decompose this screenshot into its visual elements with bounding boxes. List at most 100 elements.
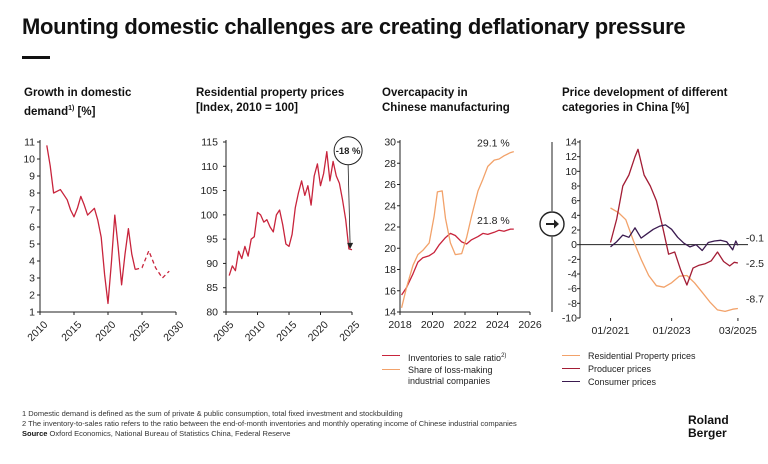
- panel4-x-tick-label: 01/2023: [653, 325, 691, 337]
- panel2-y-tick-label: 110: [201, 161, 218, 173]
- panel2-y-tick-label: 85: [206, 282, 218, 294]
- panel2-y-tick-label: 115: [201, 137, 218, 149]
- panel1-title-line1: Growth in domestic: [24, 87, 132, 99]
- legend-item-consumer: Consumer prices: [562, 377, 656, 388]
- panel3-y-tick-label: 22: [384, 222, 396, 234]
- panel4-x-tick-label: 03/2025: [719, 325, 757, 337]
- panel3-x-tick-label: 2026: [518, 319, 542, 331]
- legend-swatch-residential: [562, 355, 580, 357]
- right-arrow-head: [554, 219, 559, 229]
- panel1-y-tick-label: 3: [29, 273, 35, 285]
- panel1-y-tick-label: 11: [24, 137, 35, 149]
- legend-label-residential: Residential Property prices: [588, 351, 696, 361]
- panel4-series-1-end-label: -8.7: [746, 293, 764, 305]
- panel2-x-tick-label: 2010: [243, 319, 268, 344]
- panel3-x-tick-label: 2018: [388, 319, 412, 331]
- panel2-x-tick-label: 2025: [337, 319, 362, 344]
- source-text: Oxford Economics, National Bureau of Sta…: [47, 429, 291, 438]
- footnotes: 1 Domestic demand is defined as the sum …: [22, 409, 517, 439]
- panel3-title: Overcapacity in Chinese manufacturing: [382, 86, 510, 116]
- logo-line2: Berger: [688, 426, 727, 440]
- panel2-x-tick-label: 2015: [274, 319, 299, 344]
- panel1-title-unit: [%]: [74, 105, 96, 118]
- panel2-title-line2: [Index, 2010 = 100]: [196, 102, 298, 114]
- legend-label-loss-making-line2: industrial companies: [408, 376, 491, 386]
- panel4-series-2-line: [609, 148, 739, 286]
- legend-item-inventories: Inventories to sale ratio2): [382, 351, 506, 364]
- panel4-y-tick-label: -8: [568, 298, 577, 310]
- title-underline: [22, 56, 50, 59]
- panel4-y-tick-label: 8: [571, 181, 577, 193]
- panel1-y-tick-label: 6: [29, 222, 35, 234]
- panel4-y-tick-label: -10: [562, 313, 577, 325]
- panel1-title-line2: demand: [24, 105, 69, 118]
- legend-swatch-producer: [562, 368, 580, 370]
- panel1-y-tick-label: 1: [29, 307, 35, 319]
- source-label: Source: [22, 429, 48, 438]
- panel1-x-tick-label: 2015: [59, 319, 84, 344]
- panel1-y-tick-label: 8: [29, 188, 35, 200]
- legend-label-consumer: Consumer prices: [588, 377, 657, 387]
- roland-berger-logo: Roland Berger: [688, 414, 729, 440]
- legend-item-residential: Residential Property prices: [562, 351, 696, 362]
- panel1-y-tick-label: 10: [23, 154, 35, 166]
- panel3-y-tick-label: 14: [384, 307, 396, 319]
- panel2-y-tick-label: 80: [206, 307, 218, 319]
- panel1-x-tick-label: 2030: [161, 319, 186, 344]
- panel3-y-tick-label: 26: [384, 179, 396, 191]
- legend-footnote-marker: 2): [501, 353, 507, 359]
- panel3-y-tick-label: 20: [384, 243, 396, 255]
- panel2-x-tick-label: 2005: [211, 319, 236, 344]
- panel2-y-tick-label: 95: [206, 234, 218, 246]
- panel4-y-tick-label: 12: [565, 151, 577, 163]
- panel2-x-tick-label: 2020: [306, 319, 331, 344]
- panel1-y-tick-label: 7: [29, 205, 35, 217]
- panel3-series-2-line: [400, 150, 514, 308]
- legend-swatch-loss-making: [382, 369, 400, 371]
- panel2-y-tick-label: 90: [206, 258, 218, 270]
- panel4-title-line1: Price development of different: [562, 87, 728, 99]
- panel1-title: Growth in domestic demand1) [%]: [24, 86, 131, 120]
- panel3-y-tick-label: 16: [384, 285, 396, 297]
- panel2-title: Residential property prices [Index, 2010…: [196, 86, 344, 116]
- legend-swatch-consumer: [562, 381, 580, 383]
- panel2-annotation-drop-line: [347, 164, 351, 245]
- panel1-x-tick-label: 2025: [127, 319, 152, 344]
- panel4-series-2-end-label: -2.5: [746, 258, 764, 270]
- panel4-series-3-line: [610, 224, 739, 252]
- panel4-y-tick-label: 6: [571, 195, 577, 207]
- legend-label-inventories: Inventories to sale ratio: [408, 353, 502, 363]
- panel3-x-tick-label: 2020: [421, 319, 445, 331]
- panel2-annotation-label: -18 %: [336, 146, 361, 157]
- panel1-series-1-line: [46, 145, 136, 305]
- panel1-y-tick-label: 5: [29, 239, 35, 251]
- panel4-x-tick-label: 01/2021: [592, 325, 630, 337]
- footnote-2: 2 The inventory-to-sales ratio refers to…: [22, 419, 517, 428]
- panel4-series-3-end-label: -0.1: [746, 232, 764, 244]
- panel1-title-footnote-marker: 1): [68, 105, 75, 112]
- panel3-series-1-end-label: 21.8 %: [477, 215, 510, 227]
- legend-swatch-inventories: [382, 355, 400, 357]
- panel2-title-line1: Residential property prices: [196, 87, 345, 99]
- panel4-y-tick-label: -4: [568, 269, 577, 281]
- panel1-y-tick-label: 9: [29, 171, 35, 183]
- legend-item-loss-making: Share of loss-making industrial companies: [382, 365, 493, 387]
- panel3-y-tick-label: 30: [384, 137, 396, 149]
- panel4-title: Price development of different categorie…: [562, 86, 728, 116]
- panel2-annotation-circle: [333, 136, 363, 166]
- panel2-series-1-line: [228, 151, 353, 276]
- panel3-series-1-line: [401, 228, 514, 296]
- panel4-series-1-line: [610, 207, 738, 313]
- panel3-title-line2: Chinese manufacturing: [382, 102, 510, 114]
- panel3-title-line1: Overcapacity in: [382, 87, 468, 99]
- panel1-x-tick-label: 2020: [93, 319, 118, 344]
- panel2-y-tick-label: 100: [200, 209, 218, 221]
- panel4-y-tick-label: 0: [571, 239, 577, 251]
- panel4-title-line2: categories in China [%]: [562, 102, 690, 114]
- page-title: Mounting domestic challenges are creatin…: [22, 14, 686, 39]
- panel4-y-tick-label: -6: [568, 283, 577, 295]
- legend-label-loss-making-line1: Share of loss-making: [408, 365, 493, 375]
- legend-label-producer: Producer prices: [588, 364, 652, 374]
- panel3-y-tick-label: 28: [384, 158, 396, 170]
